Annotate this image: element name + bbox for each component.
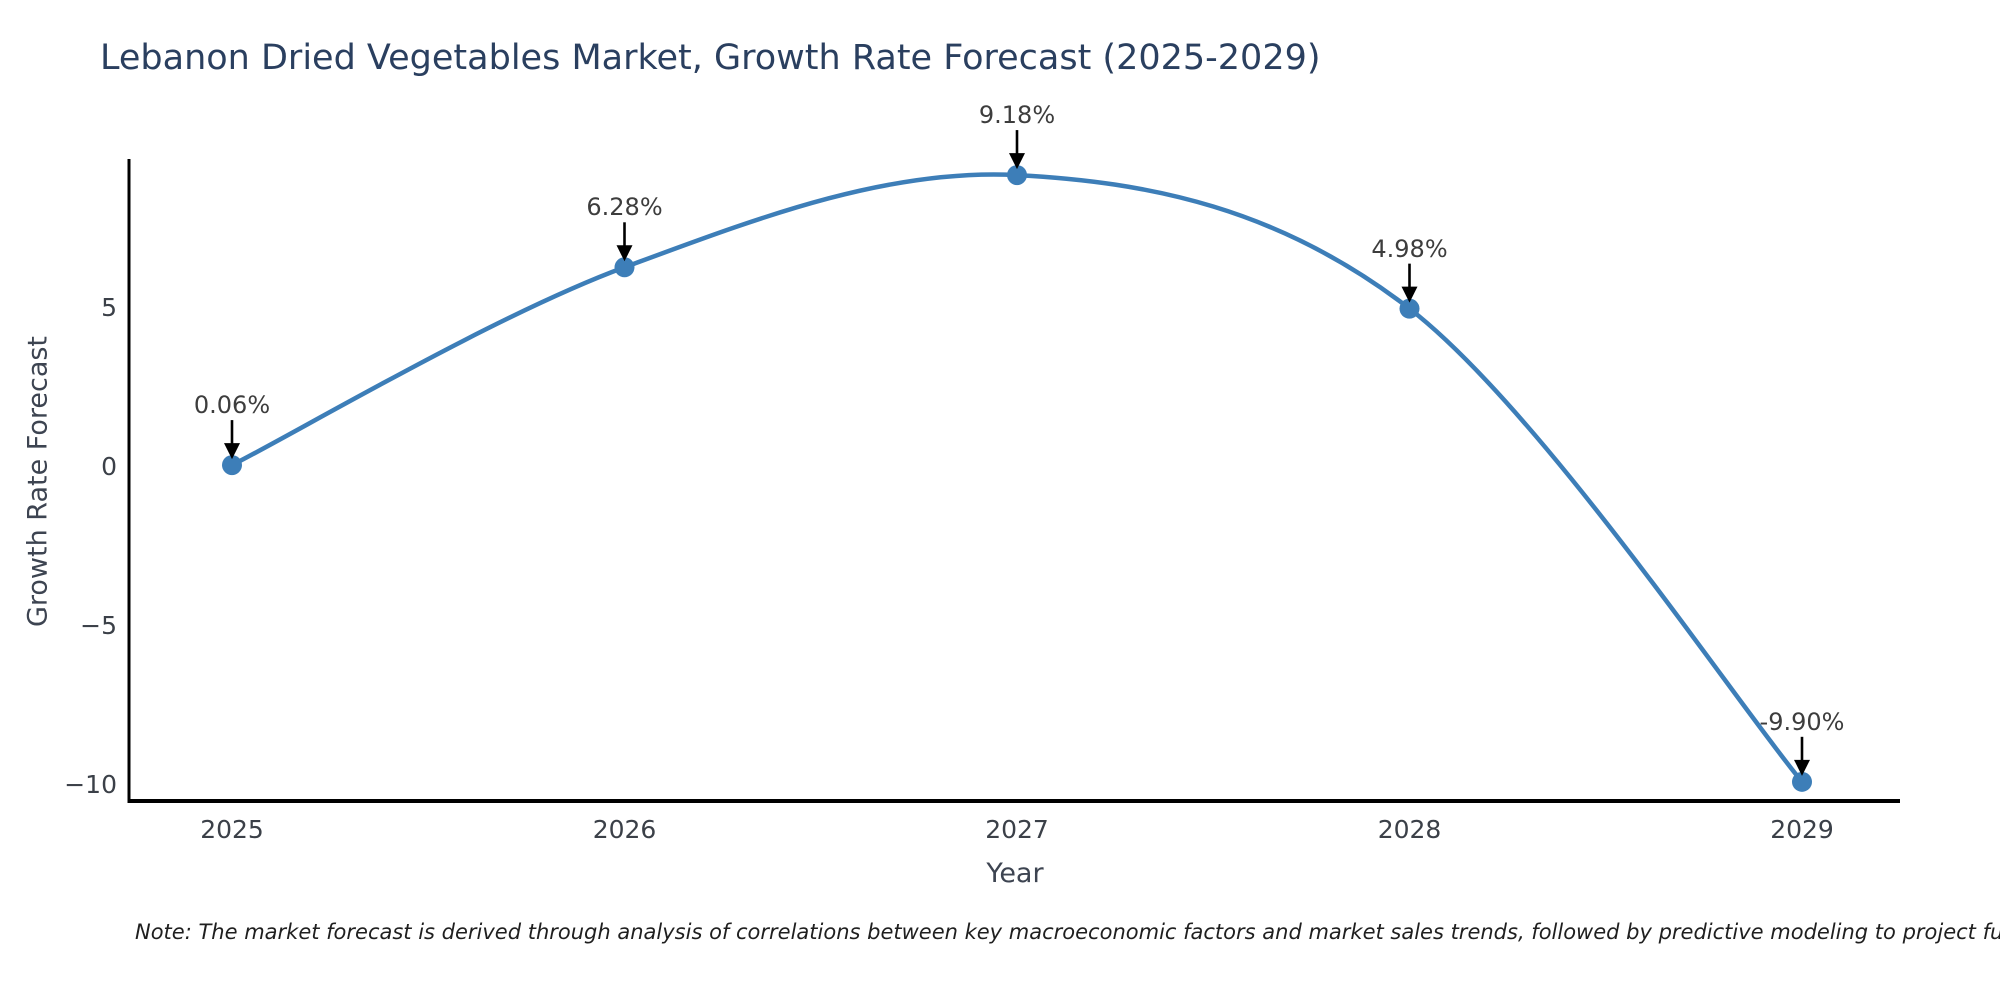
annotation-arrow-head: [224, 443, 240, 460]
x-axis-label: Year: [986, 858, 1044, 889]
annotation-arrow-head: [1401, 286, 1418, 303]
x-tick-label: 2027: [985, 815, 1049, 844]
data-point-marker: [1007, 165, 1027, 186]
y-tick-label: 0: [101, 452, 117, 481]
y-tick-label: −5: [80, 611, 117, 640]
point-value-label: -9.90%: [1759, 707, 1845, 736]
x-tick-label: 2028: [1377, 815, 1442, 844]
x-tick-label: 2025: [200, 815, 264, 844]
data-point-marker: [614, 257, 635, 278]
y-tick-label: −10: [64, 770, 117, 799]
annotation-arrow-head: [1009, 153, 1025, 170]
x-tick-label: 2026: [592, 815, 657, 844]
data-point-marker: [1792, 771, 1812, 792]
point-value-label: 9.18%: [978, 101, 1056, 130]
point-value-label: 0.06%: [193, 391, 271, 420]
data-point-marker: [1399, 298, 1420, 319]
point-value-label: 4.98%: [1371, 234, 1448, 263]
chart-title: Lebanon Dried Vegetables Market, Growth …: [100, 38, 1321, 78]
point-value-label: 6.28%: [586, 193, 663, 222]
footnote: Note: The market forecast is derived thr…: [135, 920, 2000, 944]
annotation-arrow-head: [616, 245, 633, 262]
x-tick-label: 2029: [1770, 815, 1834, 844]
y-tick-label: 5: [101, 293, 117, 322]
forecast-line: [229, 172, 1805, 785]
data-point-marker: [222, 455, 242, 476]
annotation-arrow-head: [1794, 759, 1810, 776]
